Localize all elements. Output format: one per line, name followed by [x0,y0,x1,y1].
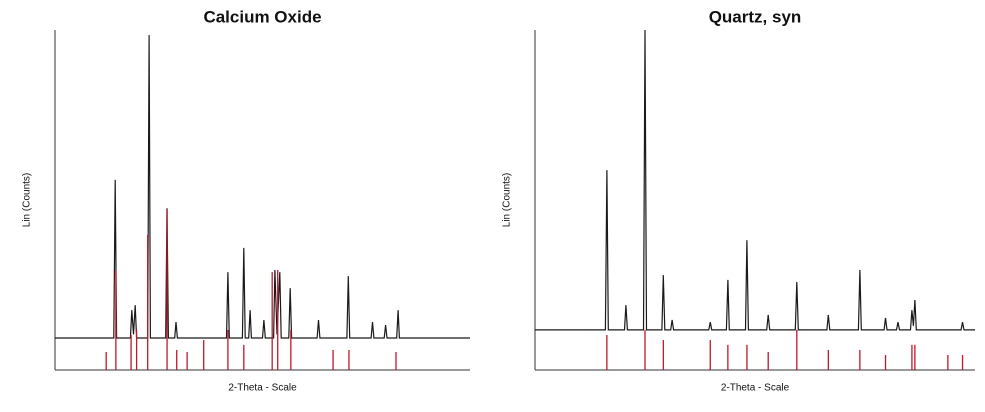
x-axis-label: 2-Theta - Scale [228,383,297,394]
chart-title: Calcium Oxide [203,7,321,26]
diffraction-pattern [535,30,975,330]
y-axis-label: Lin (Counts) [22,173,33,227]
diffraction-pattern [55,35,470,338]
x-axis-label: 2-Theta - Scale [721,383,790,394]
chart-title: Quartz, syn [709,7,802,26]
xrd-figure: Calcium Oxide 2-Theta - Scale Lin (Counts)… [0,0,985,412]
y-axis-label: Lin (Counts) [502,173,513,227]
